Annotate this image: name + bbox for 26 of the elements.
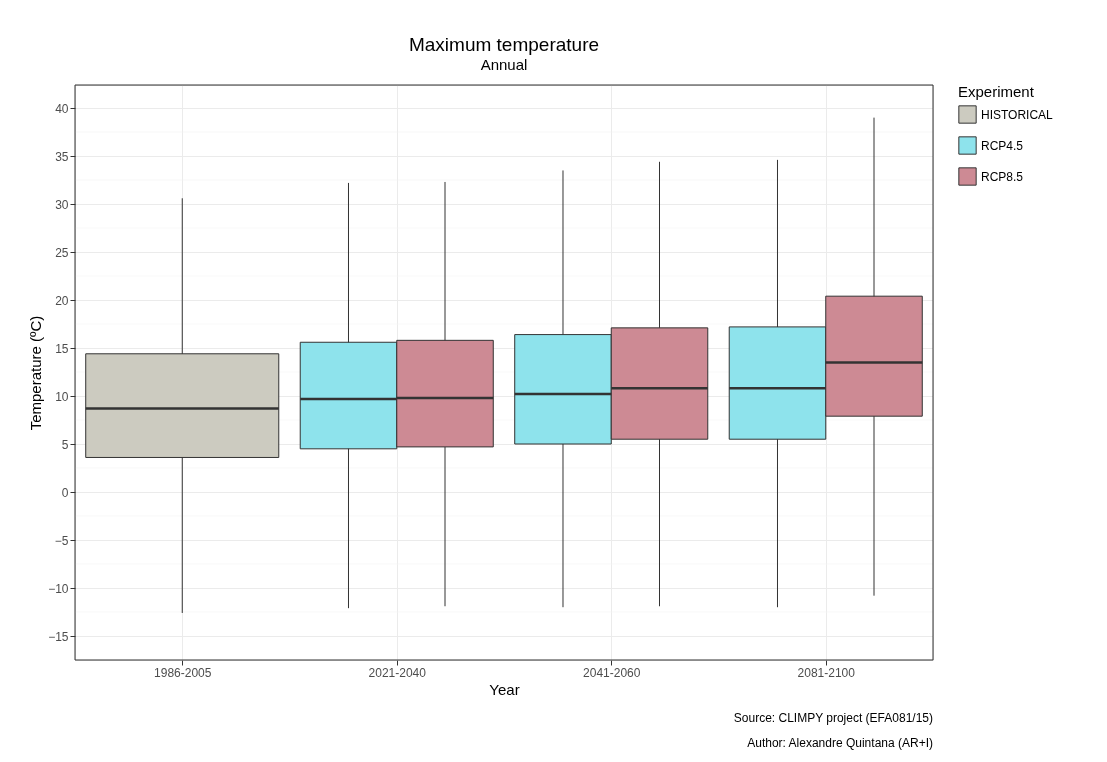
legend-label: RCP8.5 [981,169,1024,184]
y-tick-label: 30 [55,197,69,212]
y-tick-label: −5 [54,533,69,548]
y-axis-title: Temperature (ºC) [27,315,45,431]
text: Author: Alexandre Quintana (AR+I) [747,736,933,750]
x-tick-label: 2041-2060 [583,665,641,680]
x-axis-title: Year [489,680,520,698]
y-tick-label: 40 [55,101,69,116]
x-tick-label: 2021-2040 [368,665,427,680]
legend-title: Experiment [958,83,1035,100]
chart-title: Maximum temperature [408,33,600,55]
source-note: Source: CLIMPY project (EFA081/15) [733,711,933,725]
y-tick-label: 15 [55,341,69,356]
y-tick-label: −10 [48,581,69,596]
y-tick-label: −15 [48,629,69,644]
x-tick-label: 1986-2005 [154,665,212,680]
chart-subtitle: Annual [480,55,528,73]
y-tick-label: 0 [61,485,69,500]
y-tick-label: 25 [55,245,69,260]
y-tick-label: 20 [55,293,69,308]
legend-label: RCP4.5 [981,138,1024,153]
y-tick-label: 35 [55,149,69,164]
legend-label: HISTORICAL [981,107,1054,122]
x-tick-label: 2081-2100 [797,665,856,680]
y-tick-label: 5 [61,437,69,452]
y-tick-label: 10 [55,389,69,404]
